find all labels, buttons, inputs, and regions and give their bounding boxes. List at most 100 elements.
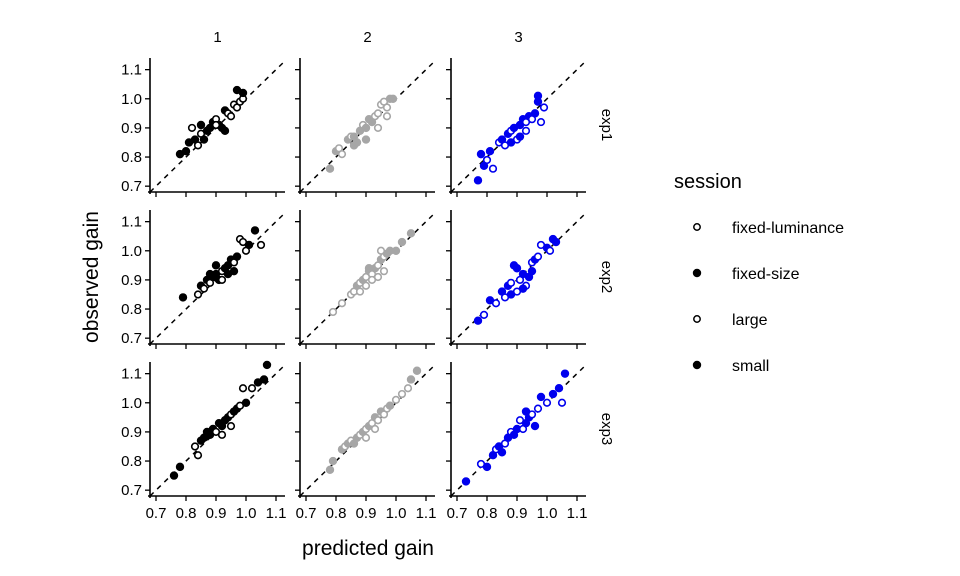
data-point <box>328 456 338 466</box>
legend: session fixed-luminance fixed-size large sm… <box>674 171 844 375</box>
panel-exp3-col1: 0.7 0.8 0.9 1.0 1.1 0.7 0.8 0.9 1.0 1.1 <box>121 360 287 522</box>
data-point <box>506 138 516 147</box>
legend-item: fixed-luminance <box>693 220 844 237</box>
data-point <box>542 398 552 407</box>
data-point <box>473 176 483 185</box>
data-point <box>506 290 516 299</box>
data-point <box>238 384 248 393</box>
data-point <box>515 132 525 141</box>
data-point <box>473 316 483 325</box>
legend-label: large <box>732 312 768 329</box>
x-tick-label: 0.7 <box>296 505 317 522</box>
data-point <box>361 123 371 133</box>
x-tick-label: 0.8 <box>477 505 498 522</box>
row-strip-label: exp1 <box>598 109 615 142</box>
data-point <box>256 240 266 250</box>
data-point <box>370 424 380 434</box>
data-point <box>382 103 392 112</box>
y-tick-label: 0.7 <box>121 482 142 499</box>
strip-labels: 1 2 3 exp1 exp2 exp3 <box>213 29 615 445</box>
data-point <box>521 126 531 135</box>
legend-marker <box>692 360 702 370</box>
data-point <box>361 281 371 290</box>
row-strip-label: exp2 <box>598 261 615 294</box>
x-tick-label: 0.7 <box>447 505 468 522</box>
data-point <box>229 266 239 276</box>
data-point <box>527 266 537 276</box>
data-point <box>373 109 383 118</box>
data-point <box>482 462 492 472</box>
data-point <box>364 264 374 273</box>
data-point <box>379 267 389 276</box>
x-tick-label: 1.1 <box>266 505 287 522</box>
data-point <box>488 164 498 173</box>
data-point <box>373 416 383 425</box>
data-point <box>211 120 221 130</box>
data-point <box>241 398 251 407</box>
data-point <box>506 278 516 287</box>
legend-marker <box>693 223 701 231</box>
data-point <box>199 284 209 293</box>
data-point <box>530 421 540 431</box>
y-tick-label: 1.1 <box>121 62 142 79</box>
y-tick-label: 1.0 <box>121 395 142 412</box>
data-point <box>217 430 227 439</box>
x-tick-label: 0.7 <box>146 505 167 522</box>
panel-exp1-col2 <box>295 58 436 197</box>
data-point <box>169 471 179 480</box>
panel-exp1-col3 <box>446 58 587 197</box>
data-point <box>187 123 197 133</box>
data-point <box>533 91 543 101</box>
x-tick-label: 0.9 <box>206 505 227 522</box>
x-axis-title: predicted gain <box>302 537 434 560</box>
y-tick-label: 0.9 <box>121 120 142 137</box>
data-point <box>337 150 347 159</box>
data-point <box>211 261 221 270</box>
data-point <box>361 433 371 442</box>
column-strip-label: 2 <box>363 29 371 46</box>
data-point <box>205 269 215 279</box>
data-point <box>328 307 338 317</box>
data-point <box>397 389 407 399</box>
data-point <box>373 272 383 282</box>
legend-item: large <box>693 312 768 329</box>
x-tick-label: 1.1 <box>416 505 437 522</box>
x-tick-label: 1.0 <box>537 505 558 522</box>
data-point <box>512 264 522 273</box>
row-strip-label: exp3 <box>598 413 615 446</box>
data-point <box>355 287 365 296</box>
data-point <box>412 366 422 375</box>
panel-exp2-col1: 0.7 0.8 0.9 1.0 1.1 <box>121 210 286 349</box>
legend-label: fixed-luminance <box>732 220 844 237</box>
data-point <box>403 384 413 393</box>
data-point <box>406 229 416 238</box>
data-point <box>536 392 546 402</box>
panel-exp2-col3 <box>446 210 587 349</box>
column-strip-label: 3 <box>514 29 522 46</box>
data-point <box>193 290 203 299</box>
data-point <box>530 109 540 118</box>
data-point <box>226 112 236 121</box>
data-point <box>391 395 401 404</box>
data-point <box>536 117 546 127</box>
data-point <box>557 398 567 407</box>
data-point <box>196 120 206 130</box>
data-point <box>461 477 471 486</box>
data-point <box>476 149 486 159</box>
panels-layer: 0.7 0.8 0.9 1.0 1.1 0.7 0.8 0.9 1.0 1.1 0.7 0.8 0.9 1… <box>121 58 587 522</box>
y-tick-label: 0.8 <box>121 149 142 166</box>
legend-title: session <box>674 171 742 193</box>
data-point <box>533 404 543 413</box>
data-point <box>388 94 398 103</box>
data-point <box>521 407 531 416</box>
data-point <box>533 252 543 261</box>
data-point <box>232 252 242 261</box>
legend-marker <box>693 315 701 323</box>
data-point <box>545 246 555 255</box>
data-point <box>482 155 492 165</box>
data-point <box>391 246 401 255</box>
data-point <box>361 135 371 144</box>
data-point <box>373 123 383 133</box>
x-tick-label: 0.9 <box>356 505 377 522</box>
